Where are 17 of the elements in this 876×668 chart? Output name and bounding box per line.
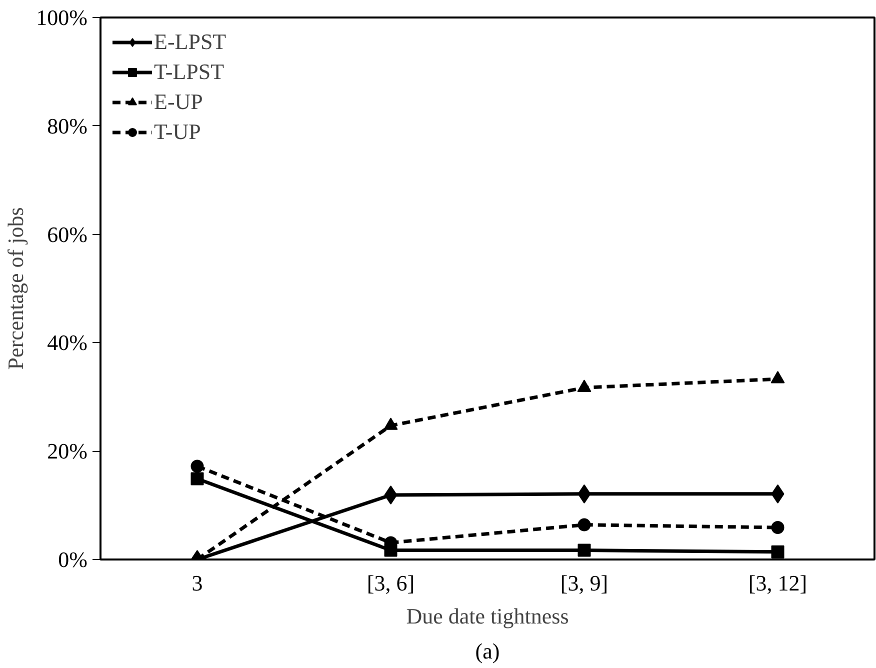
text: (a) — [475, 638, 500, 664]
y-tick-label: 60% — [47, 222, 88, 247]
y-tick-label: 20% — [47, 438, 88, 464]
y-tick-label: 80% — [47, 113, 88, 138]
legend-label: T-LPST — [154, 59, 224, 85]
x-tick-label: [3, 9] — [560, 570, 608, 596]
x-tick-label: [3, 6] — [366, 570, 415, 596]
legend-label: T-UP — [154, 119, 201, 145]
x-tick-label: [3, 12] — [748, 570, 808, 596]
legend-label: E-LPST — [154, 29, 226, 55]
y-tick-label: 0% — [58, 547, 88, 572]
x-tick-label: 3 — [192, 570, 203, 596]
y-tick-label: 40% — [47, 330, 88, 356]
legend-label: E-UP — [154, 89, 203, 115]
y-tick-label: 100% — [36, 5, 88, 30]
y-axis-title: Percentage of jobs — [3, 207, 28, 370]
x-axis-title: Due date tightness — [406, 604, 569, 628]
